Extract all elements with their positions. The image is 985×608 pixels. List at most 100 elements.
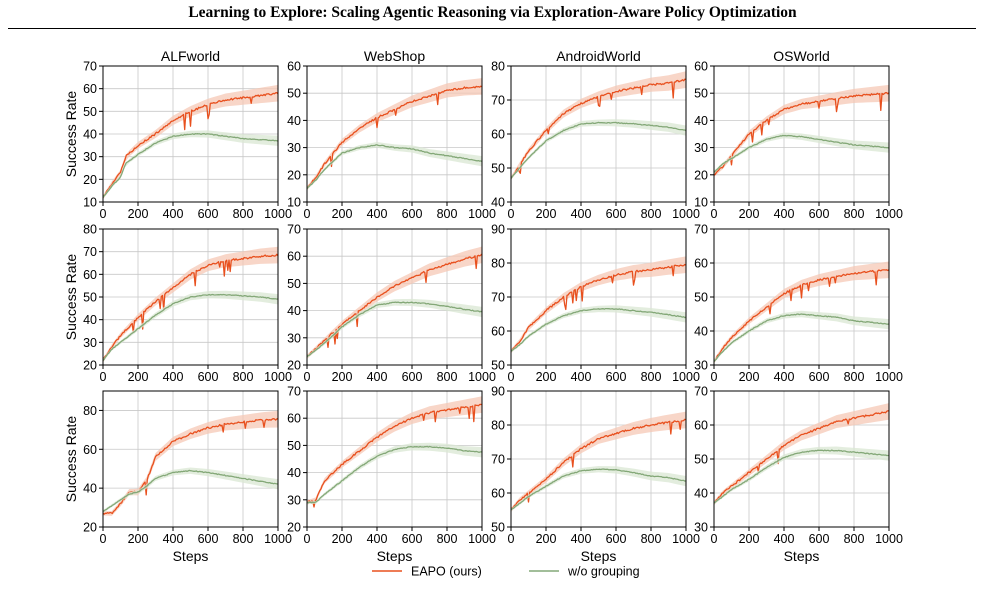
panel-r1-c1-ytick-label: 60 — [287, 250, 301, 264]
panel-r1-c0-xtick-label: 0 — [100, 370, 107, 384]
panel-title: OSWorld — [773, 48, 830, 64]
panel-r1-c0-series-1-line — [102, 293, 279, 362]
x-axis-label: Steps — [581, 548, 617, 564]
panel-r2-c3-series-0-band — [714, 403, 889, 506]
panel-r2-c0-series-0-band — [103, 410, 278, 516]
panel-r0-c3-series-1-line — [713, 134, 890, 173]
panel-r1-c2-series-0-line — [510, 263, 687, 352]
panel-r1-c1-series-0-band — [307, 246, 482, 359]
panel-r1-c3-xtick-label: 600 — [809, 370, 830, 384]
panel-r2-c2-xtick-label: 400 — [571, 532, 592, 546]
panel-r1-c0-series-0-line — [102, 253, 279, 361]
panel-r1-c3-ytick-label: 70 — [694, 223, 708, 237]
panel-r2-c2-ytick-label: 50 — [491, 521, 505, 535]
panel-r0-c0-ytick-label: 20 — [83, 173, 97, 187]
panel-r0-c1-series-0-line — [306, 85, 483, 190]
panel-r1-c3-series-0-line — [713, 269, 890, 363]
panel-r0-c3-ytick-label: 30 — [694, 141, 708, 155]
panel-r2-c2-xtick-label: 800 — [641, 532, 662, 546]
panel-r1-c2-xtick-label: 200 — [536, 370, 557, 384]
panel-r2-c1-xtick-label: 0 — [304, 532, 311, 546]
panel-r2-c1-series-1-band — [307, 442, 482, 505]
panel-r2-c0-xtick-label: 600 — [198, 532, 219, 546]
panel-r1-c1-series-1-band — [307, 298, 482, 359]
panel-r2-c0-xtick-label: 800 — [233, 532, 254, 546]
panel-r1-c0-ytick-label: 60 — [83, 268, 97, 282]
panel-r2-c0-xtick-label: 400 — [163, 532, 184, 546]
panel-r2-c1-xtick-label: 800 — [437, 532, 458, 546]
panel-r0-c3-series-0-band — [714, 84, 889, 177]
panel-r0-c1-series-1-band — [307, 142, 482, 190]
panel-r2-c1-series-1-line — [306, 445, 483, 504]
title-divider — [8, 28, 976, 30]
panel-r2-c0-series-1-band — [103, 467, 278, 513]
panel-r2-c3-xtick-label: 800 — [844, 532, 865, 546]
panel-r0-c2-xtick-label: 0 — [508, 207, 515, 221]
panel-r0-c0-series-1-line — [102, 133, 279, 199]
panel-r1-c0-ytick-label: 70 — [83, 245, 97, 259]
panel-r2-c2-xtick-label: 600 — [606, 532, 627, 546]
panel-r0-c2-series-1-line — [510, 121, 687, 179]
panel-r0-c0-xtick-label: 600 — [198, 207, 219, 221]
panel-r1-c3-xtick-label: 400 — [774, 370, 795, 384]
panel-r2-c1-ytick-label: 70 — [287, 385, 301, 399]
panel-r2-c2-series-1-line — [510, 468, 687, 511]
panel-r2-c3-series-1-band — [714, 446, 889, 505]
y-axis-label: Success Rate — [63, 91, 79, 178]
panel-r1-c2-ytick-label: 80 — [491, 257, 505, 271]
x-axis-label: Steps — [173, 548, 209, 564]
panel-r1-c0-xtick-label: 800 — [233, 370, 254, 384]
panel-r1-c1-ytick-label: 40 — [287, 304, 301, 318]
panel-r2-c2-ytick-label: 90 — [491, 385, 505, 399]
panel-r0-c0-xtick-label: 1000 — [264, 207, 292, 221]
panel-r1-c2-ytick-label: 60 — [491, 325, 505, 339]
panel-r1-c1-ytick-label: 50 — [287, 277, 301, 291]
panel-r1-c2-xtick-label: 1000 — [672, 370, 700, 384]
panel-r1-c0-ytick-label: 40 — [83, 313, 97, 327]
x-axis-label: Steps — [784, 548, 820, 564]
panel-r1-c0-series-1-band — [103, 290, 278, 362]
panel-r0-c3-xtick-label: 0 — [711, 207, 718, 221]
panel-r2-c0-series-0-line — [102, 417, 279, 515]
panel-r1-c0-ytick-label: 50 — [83, 291, 97, 305]
panel-r0-c3-xtick-label: 200 — [739, 207, 760, 221]
panel-r2-c1-xtick-label: 200 — [332, 532, 353, 546]
panel-r0-c0-series-0-band — [103, 84, 278, 200]
panel-r1-c3-series-1-band — [714, 310, 889, 363]
panel-r2-c3-xtick-label: 400 — [774, 532, 795, 546]
panel-r0-c1-series-1-line — [306, 144, 483, 190]
panel-r1-c1-frame — [306, 228, 483, 366]
panel-r2-c1-xtick-label: 600 — [402, 532, 423, 546]
panel-r1-c3-series-1-line — [713, 313, 890, 363]
panel-r0-c0-xtick-label: 0 — [100, 207, 107, 221]
panel-r0-c2-series-1-band — [511, 119, 686, 180]
panel-r1-c1-series-0-line — [306, 253, 483, 358]
panel-r2-c3-xtick-label: 600 — [809, 532, 830, 546]
panel-r0-c2-xtick-label: 400 — [571, 207, 592, 221]
panel-r1-c0-xtick-label: 200 — [128, 370, 149, 384]
panel-r2-c0-xtick-label: 1000 — [264, 532, 292, 546]
panel-r1-c2-ytick-label: 70 — [491, 291, 505, 305]
panel-r0-c0-xtick-label: 400 — [163, 207, 184, 221]
panel-r1-c0-xtick-label: 1000 — [264, 370, 292, 384]
page-title: Learning to Explore: Scaling Agentic Rea… — [188, 4, 797, 21]
panel-r0-c2-ytick-label: 70 — [491, 94, 505, 108]
panel-r2-c2-series-0-line — [510, 418, 687, 511]
panel-r1-c0-ytick-label: 30 — [83, 336, 97, 350]
panel-title: WebShop — [364, 48, 425, 64]
y-axis-label: Success Rate — [63, 254, 79, 341]
panel-r1-c1-xtick-label: 1000 — [468, 370, 496, 384]
panel-r0-c0-xtick-label: 800 — [233, 207, 254, 221]
panel-title: ALFworld — [161, 48, 220, 64]
panel-r0-c0-xtick-label: 200 — [128, 207, 149, 221]
panel-r0-c3-xtick-label: 1000 — [875, 207, 903, 221]
panel-r1-c3-ytick-label: 50 — [694, 291, 708, 305]
panel-r1-c0-xtick-label: 400 — [163, 370, 184, 384]
panel-r0-c2-xtick-label: 600 — [606, 207, 627, 221]
panel-r0-c2-ytick-label: 40 — [491, 196, 505, 210]
panel-r2-c3-ytick-label: 40 — [694, 487, 708, 501]
panel-r1-c1-xtick-label: 0 — [304, 370, 311, 384]
panel-r1-c1-ytick-label: 70 — [287, 223, 301, 237]
panel-r0-c1-xtick-label: 400 — [367, 207, 388, 221]
panel-r2-c0-xtick-label: 0 — [100, 532, 107, 546]
